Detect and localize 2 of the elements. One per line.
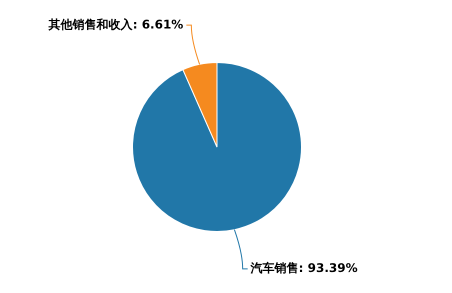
- slice-label: 汽车销售: 93.39%: [250, 260, 358, 275]
- slice-label: 其他销售和收入: 6.61%: [48, 17, 184, 32]
